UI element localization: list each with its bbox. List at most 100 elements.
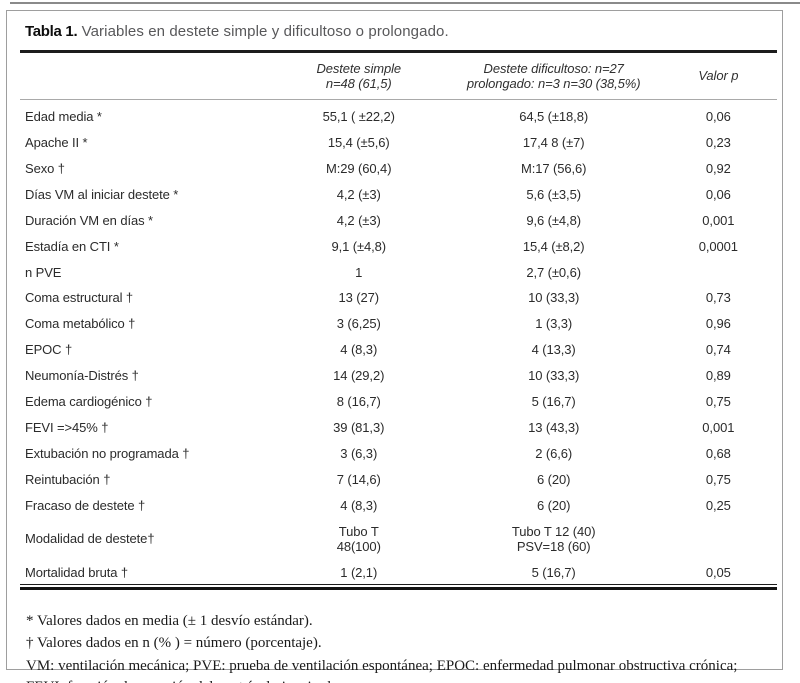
cell-valor-p: 0,68 [705, 446, 731, 462]
cell-simple: 4,2 (±3) [336, 212, 381, 228]
cell-simple: 8 (16,7) [336, 394, 381, 410]
cell-simple: 14 (29,2) [333, 368, 385, 384]
table-row: Coma estructural † 13 (27) 10 (33,3) 0,7… [20, 286, 777, 312]
table-row: Modalidad de destete† Tubo T 48(100) Tub… [20, 520, 777, 561]
table-row: Días VM al iniciar destete * 4,2 (±3) 5,… [20, 183, 777, 209]
cell-simple: 1 (2,1) [269, 560, 448, 585]
row-label: Duración VM en días * [25, 212, 153, 228]
cell-valor-p: 0,75 [705, 394, 731, 410]
table-row: Estadía en CTI * 9,1 (±4,8) 15,4 (±8,2) … [20, 235, 777, 261]
cell-valor-p: 0,05 [659, 560, 777, 585]
row-label: Sexo † [25, 160, 65, 176]
data-table: Destete simple n=48 (61,5) Destete dificu… [20, 53, 777, 585]
cell-dificultoso: 64,5 (±18,8) [519, 108, 589, 124]
cell-valor-p [660, 520, 777, 561]
cell-simple: 55,1 ( ±22,2) [322, 108, 395, 124]
row-label: Coma estructural † [25, 290, 134, 306]
cell-valor-p: 0,23 [705, 134, 731, 150]
cell-dificultoso: 9,6 (±4,8) [526, 212, 581, 228]
table-title-text: Variables en destete simple y dificultos… [77, 23, 449, 40]
cell-simple: 3 (6,25) [336, 316, 381, 332]
row-label: Edad media * [25, 108, 102, 124]
table-number-label: Tabla 1. [25, 23, 78, 40]
cell-valor-p: 0,001 [702, 212, 735, 228]
cell-valor-p: 0,73 [705, 290, 731, 306]
cell-simple: M:29 (60,4) [326, 160, 392, 176]
cell-simple: 7 (14,6) [336, 472, 381, 487]
row-label: FEVI =>45% † [25, 420, 109, 436]
row-label: Fracaso de destete † [25, 497, 146, 513]
cell-dificultoso: 15,4 (±8,2) [522, 238, 585, 254]
cell-dificultoso: 10 (33,3) [528, 368, 580, 384]
table-title: Tabla 1. Variables en destete simple y d… [20, 11, 777, 50]
cell-valor-p [660, 261, 777, 287]
cell-valor-p: 0,96 [705, 316, 731, 332]
table-row: FEVI =>45% † 39 (81,3) 13 (43,3) 0,001 [20, 416, 777, 442]
table-row: Extubación no programada † 3 (6,3) 2 (6,… [20, 442, 777, 468]
footnote-dagger: † Valores dados en n (% ) = número (porc… [26, 635, 322, 652]
cell-valor-p: 0,74 [705, 342, 731, 358]
cell-simple: 3 (6,3) [340, 446, 378, 462]
row-label: n PVE [25, 264, 62, 280]
cell-dificultoso: 1 (3,3) [535, 316, 573, 332]
table-row: Edema cardiogénico † 8 (16,7) 5 (16,7) 0… [20, 390, 777, 416]
cell-dificultoso: Tubo T 12 (40) PSV=18 (60) [511, 523, 596, 554]
row-label: Neumonía-Distrés † [25, 368, 139, 384]
cell-simple: 4 (8,3) [340, 342, 378, 358]
cell-dificultoso: 17,4 8 (±7) [522, 134, 585, 150]
table-row: Neumonía-Distrés † 14 (29,2) 10 (33,3) 0… [20, 364, 777, 390]
row-label: Apache II * [25, 134, 88, 150]
cell-dificultoso: 5,6 (±3,5) [526, 186, 581, 202]
cell-simple: 4,2 (±3) [336, 186, 381, 202]
cell-valor-p: 0,92 [705, 160, 731, 176]
cell-simple: 1 [355, 264, 363, 280]
cell-valor-p: 0,001 [702, 420, 735, 436]
footnote-asterisk: * Valores dados en media (± 1 desvío est… [26, 612, 313, 629]
header-row: Destete simple n=48 (61,5) Destete dificu… [20, 53, 777, 100]
cell-dificultoso: 2 (6,6) [535, 446, 573, 462]
table-row: Duración VM en días * 4,2 (±3) 9,6 (±4,8… [20, 209, 777, 235]
cell-simple: 13 (27) [338, 290, 379, 306]
cell-dificultoso: 6 (20) [536, 472, 571, 487]
page-crop-artifact-line [10, 2, 800, 4]
cell-dificultoso: 5 (16,7) [531, 394, 576, 410]
cell-valor-p: 0,75 [705, 472, 731, 487]
cell-valor-p: 0,0001 [698, 238, 738, 254]
table-row: n PVE 1 2,7 (±0,6) [20, 261, 777, 287]
cell-dificultoso: 5 (16,7) [447, 560, 660, 585]
cell-dificultoso: 2,7 (±0,6) [526, 264, 581, 280]
row-label: Reintubación † [25, 472, 111, 487]
table-row: Edad media * 55,1 ( ±22,2) 64,5 (±18,8) … [20, 99, 777, 130]
cell-simple: 15,4 (±5,6) [327, 134, 390, 150]
table-row: Reintubación † 7 (14,6) 6 (20) 0,75 [20, 468, 777, 494]
column-header-destete-simple: Destete simple n=48 (61,5) [269, 53, 448, 100]
footnotes: * Valores dados en media (± 1 desvío est… [20, 611, 777, 683]
cell-valor-p: 0,06 [705, 108, 731, 124]
cell-dificultoso: M:17 (56,6) [520, 160, 587, 176]
row-label: Coma metabólico † [25, 316, 136, 332]
cell-valor-p: 0,06 [705, 186, 731, 202]
row-label: Días VM al iniciar destete * [25, 186, 179, 202]
footnote-abbreviations: VM: ventilación mecánica; PVE: prueba de… [26, 657, 738, 683]
row-label: EPOC † [25, 342, 73, 358]
cell-dificultoso: 4 (13,3) [531, 342, 576, 358]
table-frame: Tabla 1. Variables en destete simple y d… [6, 10, 783, 683]
row-label: Modalidad de destete† [25, 531, 155, 547]
row-label: Extubación no programada † [25, 446, 190, 462]
table-row: Coma metabólico † 3 (6,25) 1 (3,3) 0,96 [20, 312, 777, 338]
column-header-destete-dificultoso: Destete dificultoso: n=27 prolongado: n=3… [447, 53, 660, 100]
cell-simple: 39 (81,3) [333, 420, 385, 436]
cell-valor-p: 0,89 [705, 368, 731, 384]
cell-simple: 9,1 (±4,8) [331, 238, 387, 254]
table-row: Sexo † M:29 (60,4) M:17 (56,6) 0,92 [20, 157, 777, 183]
table-row: EPOC † 4 (8,3) 4 (13,3) 0,74 [20, 338, 777, 364]
row-label: Edema cardiogénico † [25, 394, 153, 410]
table-row: Mortalidad bruta † 1 (2,1) 5 (16,7) 0,05 [20, 560, 777, 585]
cell-valor-p: 0,25 [705, 497, 731, 513]
cell-dificultoso: 13 (43,3) [528, 420, 580, 436]
cell-simple: 4 (8,3) [340, 497, 378, 513]
cell-dificultoso: 10 (33,3) [528, 290, 580, 306]
bottom-rule [20, 586, 777, 590]
row-label: Mortalidad bruta † [20, 560, 270, 585]
cell-simple: Tubo T 48(100) [336, 523, 381, 554]
